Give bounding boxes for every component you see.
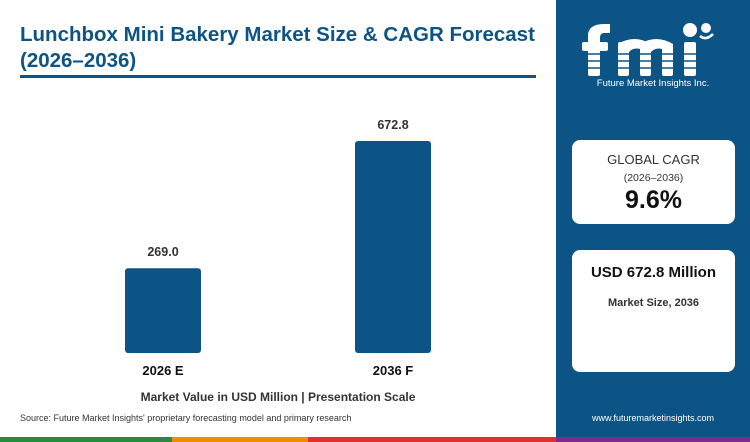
brand-tagline: Future Market Insights Inc.: [596, 78, 710, 89]
market-size-label: Market Size, 2036: [607, 297, 700, 309]
cagr-value: 9.6%: [625, 186, 682, 214]
cagr-card: GLOBAL CAGR (2026–2036) 9.6%: [572, 140, 735, 224]
footer-stripe-purple: [556, 437, 750, 442]
footer-stripe-red: [308, 437, 556, 442]
market-size-card: USD 672.8 Million Market Size, 2036: [572, 250, 735, 372]
bar-chart-canvas: 269.0 2026 E 672.8 2036 F: [125, 118, 431, 378]
fmi-logo-smile: [699, 33, 714, 40]
fmi-logo-dot: [701, 23, 711, 33]
fmi-logo-stripes: [576, 53, 706, 69]
x-axis-caption: Market Value in USD Million | Presentati…: [140, 390, 416, 404]
cagr-heading: GLOBAL CAGR: [607, 152, 700, 167]
cagr-period: (2026–2036): [623, 172, 684, 184]
x-tick-label: 2026 E: [142, 363, 184, 378]
bar-value-label: 269.0: [147, 245, 178, 259]
footer-stripe-orange: [172, 437, 308, 442]
footer-stripe-green: [0, 437, 172, 442]
brand-panel: Future Market Insights Inc. GLOBAL CAGR …: [556, 0, 750, 437]
market-size-value: USD 672.8 Million: [590, 264, 717, 281]
fmi-logo: [576, 23, 714, 76]
source-note: Source: Future Market Insights' propriet…: [20, 413, 352, 423]
chart-title: Lunchbox Mini Bakery Market Size & CAGR …: [20, 23, 535, 72]
bar-2036-f: [355, 141, 431, 353]
x-tick-label: 2036 F: [373, 363, 414, 378]
title-underline: [20, 75, 536, 78]
bar-value-label: 672.8: [377, 118, 408, 132]
website-link[interactable]: www.futuremarketinsights.com: [591, 413, 715, 423]
bar-chart: 269.0 2026 E 672.8 2036 F Market Value in U…: [0, 80, 556, 410]
bar-2026-e: [125, 268, 201, 353]
